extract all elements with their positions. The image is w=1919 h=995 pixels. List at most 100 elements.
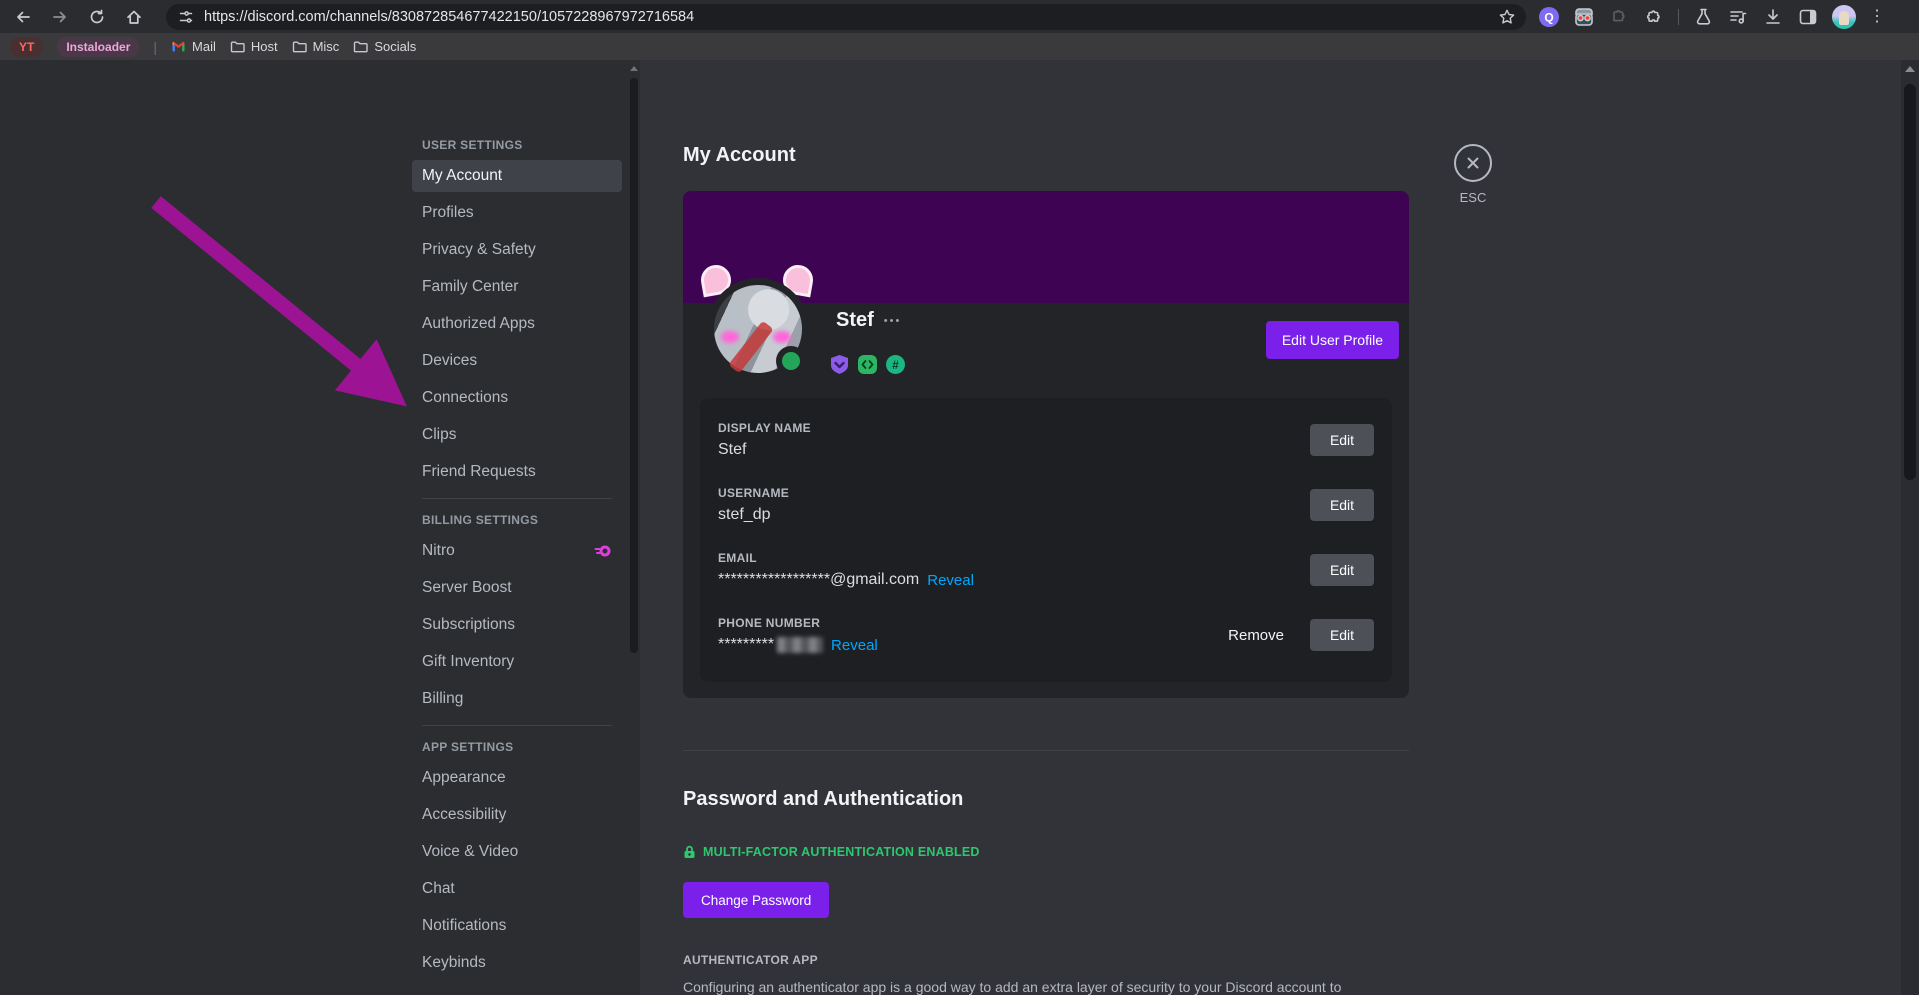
page-title: My Account: [683, 144, 796, 166]
extensions-puzzle-icon[interactable]: [1643, 6, 1665, 28]
edit-phone-button[interactable]: Edit: [1310, 619, 1374, 651]
sidebar-item-notifications[interactable]: Notifications: [422, 917, 507, 934]
sidebar-item-label: Nitro: [422, 542, 455, 559]
svg-text:Q: Q: [1544, 10, 1553, 24]
censored-phone-digits: [777, 637, 824, 653]
forward-icon[interactable]: [45, 3, 75, 31]
extension-robot-icon[interactable]: [1573, 6, 1595, 28]
profile-badges: #: [829, 354, 906, 375]
bookmark-folder-misc[interactable]: Misc: [292, 39, 340, 54]
reload-icon[interactable]: [82, 3, 112, 31]
svg-text:#: #: [892, 358, 899, 372]
scrollbar-up-arrow[interactable]: [1905, 66, 1915, 72]
profile-display-name: Stef: [836, 309, 874, 331]
bookmarks-bar: YT Instaloader | Mail Host Misc Socials: [0, 33, 1919, 60]
change-password-button[interactable]: Change Password: [683, 882, 830, 918]
bookmark-folder-socials[interactable]: Socials: [353, 39, 416, 54]
browser-toolbar: https://discord.com/channels/83087285467…: [0, 0, 1919, 33]
extension-disabled-icon[interactable]: [1608, 6, 1630, 28]
back-icon[interactable]: [8, 3, 38, 31]
sidebar-item-connections[interactable]: Connections: [422, 389, 509, 406]
sidebar-item-billing[interactable]: Billing: [422, 690, 464, 707]
field-row-username: USERNAME stef_dp Edit: [718, 483, 1374, 527]
sidebar-item-keybinds[interactable]: Keybinds: [422, 954, 486, 971]
reveal-email-link[interactable]: Reveal: [927, 571, 974, 589]
bookmark-mail[interactable]: Mail: [171, 39, 216, 54]
mfa-status-text: MULTI-FACTOR AUTHENTICATION ENABLED: [703, 845, 980, 859]
close-icon[interactable]: [1454, 144, 1492, 182]
bookmark-label: Host: [250, 39, 278, 54]
side-panel-icon[interactable]: [1797, 6, 1819, 28]
field-value: *********: [718, 636, 775, 653]
browser-menu-icon[interactable]: ⋮: [1869, 7, 1885, 25]
scrollbar-thumb[interactable]: [1904, 84, 1916, 480]
folder-icon: [354, 41, 369, 53]
sidebar-item-authorized-apps[interactable]: Authorized Apps: [422, 315, 535, 332]
sidebar-item-accessibility[interactable]: Accessibility: [422, 806, 507, 823]
shield-badge-icon[interactable]: [829, 354, 850, 375]
nav-divider: [422, 725, 612, 726]
sidebar-item-gift-inventory[interactable]: Gift Inventory: [422, 653, 515, 670]
nav-header-user-settings: USER SETTINGS: [422, 138, 523, 152]
reveal-phone-link[interactable]: Reveal: [831, 636, 878, 654]
sidebar-item-voice-video[interactable]: Voice & Video: [422, 843, 519, 860]
edit-display-name-button[interactable]: Edit: [1310, 424, 1374, 456]
scrollbar-up-arrow[interactable]: [630, 66, 638, 71]
bookmark-label: Misc: [312, 39, 340, 54]
extension-q-icon[interactable]: Q: [1538, 6, 1560, 28]
sidebar-item-appearance[interactable]: Appearance: [422, 769, 506, 786]
sidebar-item-privacy-safety[interactable]: Privacy & Safety: [422, 241, 536, 258]
lab-flask-icon[interactable]: [1692, 6, 1714, 28]
url-text[interactable]: https://discord.com/channels/83087285467…: [204, 8, 695, 25]
hash-tag-badge-icon[interactable]: #: [885, 354, 906, 375]
media-playlist-icon[interactable]: [1727, 6, 1749, 28]
sidebar-item-friend-requests[interactable]: Friend Requests: [422, 463, 536, 480]
sidebar-item-profiles[interactable]: Profiles: [422, 204, 474, 221]
nav-divider: [422, 498, 612, 499]
sidebar-scrollbar[interactable]: [628, 66, 640, 986]
bookmark-folder-host[interactable]: Host: [230, 39, 278, 54]
folder-icon: [292, 41, 307, 53]
address-bar[interactable]: https://discord.com/channels/83087285467…: [166, 3, 1526, 31]
toolbar-extensions-area: Q ⋮: [1538, 4, 1897, 29]
sidebar-item-family-center[interactable]: Family Center: [422, 278, 519, 295]
remove-phone-button[interactable]: Remove: [1228, 626, 1284, 644]
sidebar-item-clips[interactable]: Clips: [422, 426, 457, 443]
settings-nav: USER SETTINGS My Account Profiles Privac…: [412, 138, 622, 984]
downloads-icon[interactable]: [1762, 6, 1784, 28]
bookmark-star-icon[interactable]: [1498, 8, 1516, 31]
toolbar-divider: [1678, 8, 1679, 25]
sidebar-item-server-boost[interactable]: Server Boost: [422, 579, 512, 596]
sidebar-item-nitro[interactable]: Nitro: [412, 535, 622, 567]
bookmarks-separator: |: [153, 38, 158, 55]
nav-header-billing-settings: BILLING SETTINGS: [422, 513, 539, 527]
more-options-icon[interactable]: •••: [883, 314, 902, 327]
site-settings-icon[interactable]: [178, 9, 194, 25]
home-icon[interactable]: [119, 3, 149, 31]
field-row-email: EMAIL ******************@gmail.com Revea…: [718, 548, 1374, 592]
bookmark-yt[interactable]: YT: [10, 36, 44, 57]
section-divider: [683, 750, 1409, 751]
edit-user-profile-button[interactable]: Edit User Profile: [1265, 321, 1399, 359]
page-scrollbar[interactable]: [1901, 60, 1919, 995]
edit-email-button[interactable]: Edit: [1310, 554, 1374, 586]
field-value: stef_dp: [718, 506, 771, 523]
esc-label: ESC: [1459, 190, 1487, 205]
profile-card: Stef ••• # Edit User Profile DISPLAY NA: [683, 191, 1409, 698]
user-avatar[interactable]: [707, 278, 809, 380]
sidebar-item-my-account[interactable]: My Account: [412, 160, 622, 192]
browser-profile-avatar[interactable]: [1832, 4, 1856, 29]
bookmark-instaloader[interactable]: Instaloader: [57, 36, 140, 57]
authenticator-app-label: AUTHENTICATOR APP: [683, 953, 818, 967]
gmail-icon: [172, 41, 185, 52]
online-status-indicator: [776, 346, 806, 376]
scrollbar-thumb[interactable]: [630, 78, 638, 653]
field-row-phone: PHONE NUMBER ********* Reveal Remove Edi…: [718, 613, 1374, 657]
sidebar-item-subscriptions[interactable]: Subscriptions: [422, 616, 516, 633]
sidebar-item-devices[interactable]: Devices: [422, 352, 478, 369]
active-developer-badge-icon[interactable]: [857, 354, 878, 375]
account-fields-panel: DISPLAY NAME Stef Edit USERNAME stef_dp …: [700, 398, 1392, 682]
edit-username-button[interactable]: Edit: [1310, 489, 1374, 521]
sidebar-item-chat[interactable]: Chat: [422, 880, 455, 897]
password-auth-heading: Password and Authentication: [683, 788, 964, 810]
